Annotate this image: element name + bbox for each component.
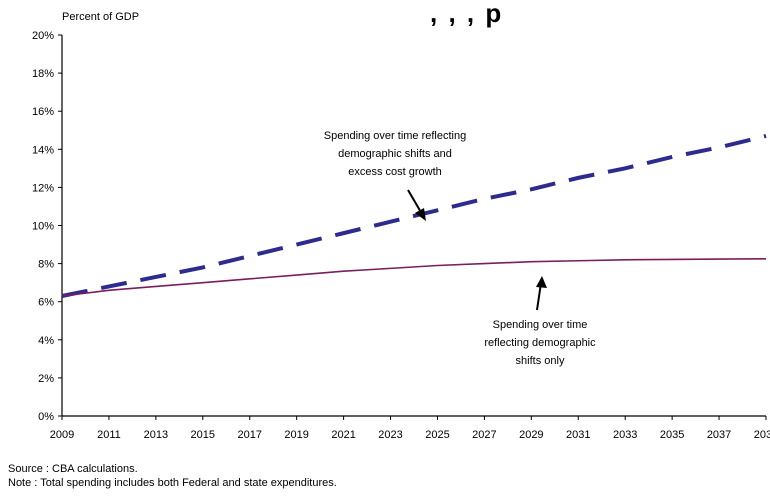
- x-tick-label: 2027: [472, 429, 496, 441]
- x-tick-label: 2033: [613, 429, 637, 441]
- annotation-excess-cost-growth: Spending over time reflecting: [324, 130, 466, 142]
- y-tick-label: 10%: [32, 221, 54, 233]
- y-tick-label: 12%: [32, 182, 54, 194]
- x-tick-label: 2029: [519, 429, 543, 441]
- x-tick-label: 2011: [97, 429, 121, 441]
- annotation-demographic-only: Spending over time: [493, 319, 588, 331]
- chart-notes: Source : CBA calculations. Note : Total …: [8, 462, 337, 490]
- header-text-fragment: , , , p: [430, 0, 504, 28]
- x-tick-label: 2009: [50, 429, 74, 441]
- x-tick-label: 2039: [754, 429, 770, 441]
- x-tick-label: 2023: [378, 429, 402, 441]
- annotation-excess-cost-growth: demographic shifts and: [338, 148, 452, 160]
- arrow-line: [536, 282, 542, 311]
- annotation-demographic-only: reflecting demographic: [484, 337, 596, 349]
- arrow-head: [536, 276, 547, 288]
- arrow-line: [407, 189, 423, 215]
- y-axis-title: Percent of GDP: [62, 11, 139, 23]
- annotation-excess-cost-growth: excess cost growth: [348, 166, 442, 178]
- source-note: Source : CBA calculations.: [8, 463, 138, 475]
- y-tick-label: 14%: [32, 144, 54, 156]
- x-tick-label: 2031: [566, 429, 590, 441]
- y-tick-label: 18%: [32, 68, 54, 80]
- y-tick-label: 2%: [38, 373, 54, 385]
- x-tick-label: 2019: [284, 429, 308, 441]
- x-tick-label: 2021: [331, 429, 355, 441]
- x-tick-label: 2037: [707, 429, 731, 441]
- annotation-demographic-only: shifts only: [516, 355, 565, 367]
- x-tick-label: 2035: [660, 429, 684, 441]
- x-tick-label: 2025: [425, 429, 449, 441]
- y-tick-label: 8%: [38, 259, 54, 271]
- y-tick-label: 16%: [32, 106, 54, 118]
- y-tick-label: 6%: [38, 297, 54, 309]
- y-tick-label: 20%: [32, 30, 54, 42]
- x-tick-label: 2013: [144, 429, 168, 441]
- series-line-demographic-only: [61, 258, 767, 297]
- footnote: Note : Total spending includes both Fede…: [8, 477, 337, 489]
- y-tick-label: 0%: [38, 411, 54, 423]
- series-line-excess-cost-growth: [61, 134, 767, 298]
- x-tick-label: 2015: [191, 429, 215, 441]
- y-tick-label: 4%: [38, 335, 54, 347]
- arrow-head: [415, 208, 426, 221]
- line-chart: 0% 2% 4% 6% 8% 10% 12% 14% 16% 18% 20% 2009 2011 2013…: [32, 11, 770, 441]
- x-tick-label: 2017: [237, 429, 261, 441]
